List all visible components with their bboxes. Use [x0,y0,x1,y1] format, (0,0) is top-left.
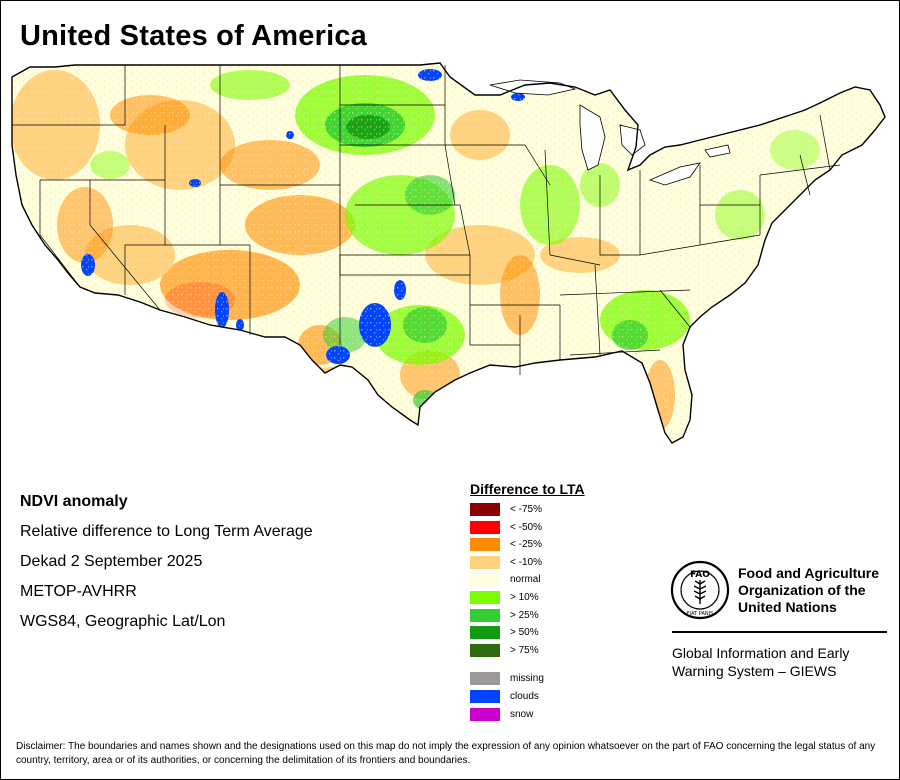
legend-label: > 75% [510,644,539,656]
legend-swatch [470,707,500,721]
legend-swatch [470,573,500,587]
giews-line: Global Information and Early [672,645,850,661]
legend-label: > 50% [510,627,539,639]
state-borders [12,65,841,375]
legend-item: snow [470,706,660,723]
legend-item: missing [470,670,660,687]
legend-item: < -10% [470,554,660,571]
usa-ndvi-map [11,62,886,444]
period: Dekad 2 September 2025 [20,553,203,570]
legend-item: > 25% [470,607,660,624]
legend-swatch [470,503,500,516]
legend-item: > 50% [470,624,660,641]
projection: WGS84, Geographic Lat/Lon [20,613,226,630]
legend-label: < -10% [510,556,542,568]
giews-name: Global Information and Early Warning Sys… [672,644,890,680]
disclaimer: Disclaimer: The boundaries and names sho… [16,741,876,766]
map-title: United States of America [20,20,367,52]
legend-label: > 10% [510,591,539,603]
legend-label: missing [510,673,544,685]
map-info-block: NDVI anomaly Relative difference to Long… [20,487,313,637]
legend-title: Difference to LTA [470,481,585,497]
legend-item: normal [470,571,660,588]
sensor: METOP-AVHRR [20,583,137,600]
giews-line: Warning System – GIEWS [672,663,837,679]
legend-swatch [470,672,500,686]
legend-swatch [470,555,500,569]
legend-label: < -75% [510,504,542,515]
product-name: NDVI anomaly [20,493,128,510]
legend-item: > 75% [470,642,660,659]
fao-emblem-icon: FAO FIAT PANIS [670,560,730,620]
legend-label: normal [510,574,541,586]
legend-swatch [470,626,500,640]
legend-item: < -75% [470,501,660,518]
fao-emblem-motto: FIAT PANIS [687,611,714,617]
legend-item: < -25% [470,536,660,553]
legend-item: clouds [470,688,660,705]
legend-label: clouds [510,690,539,702]
fao-name-line: Food and Agriculture [738,565,880,581]
legend-swatch [470,520,500,534]
legend-item: < -50% [470,519,660,536]
legend-swatch [470,643,500,657]
legend-label: > 25% [510,609,539,621]
legend-label: < -50% [510,521,542,533]
legend-swatch [470,590,500,604]
legend: Difference to LTA < -75% < -50% < -25% <… [470,481,660,723]
fao-name: Food and Agriculture Organization of the… [738,565,898,616]
fao-name-line: Organization of the [738,582,866,598]
legend-swatch [470,538,500,552]
product-description: Relative difference to Long Term Average [20,523,313,540]
legend-swatch [470,608,500,622]
fao-name-line: United Nations [738,599,837,615]
legend-item: > 10% [470,589,660,606]
fao-divider [672,631,887,633]
legend-label: < -25% [510,539,542,551]
legend-label: snow [510,708,534,720]
legend-swatch [470,689,500,703]
great-lakes [489,79,731,186]
fao-emblem-lettering: FAO [690,570,710,580]
